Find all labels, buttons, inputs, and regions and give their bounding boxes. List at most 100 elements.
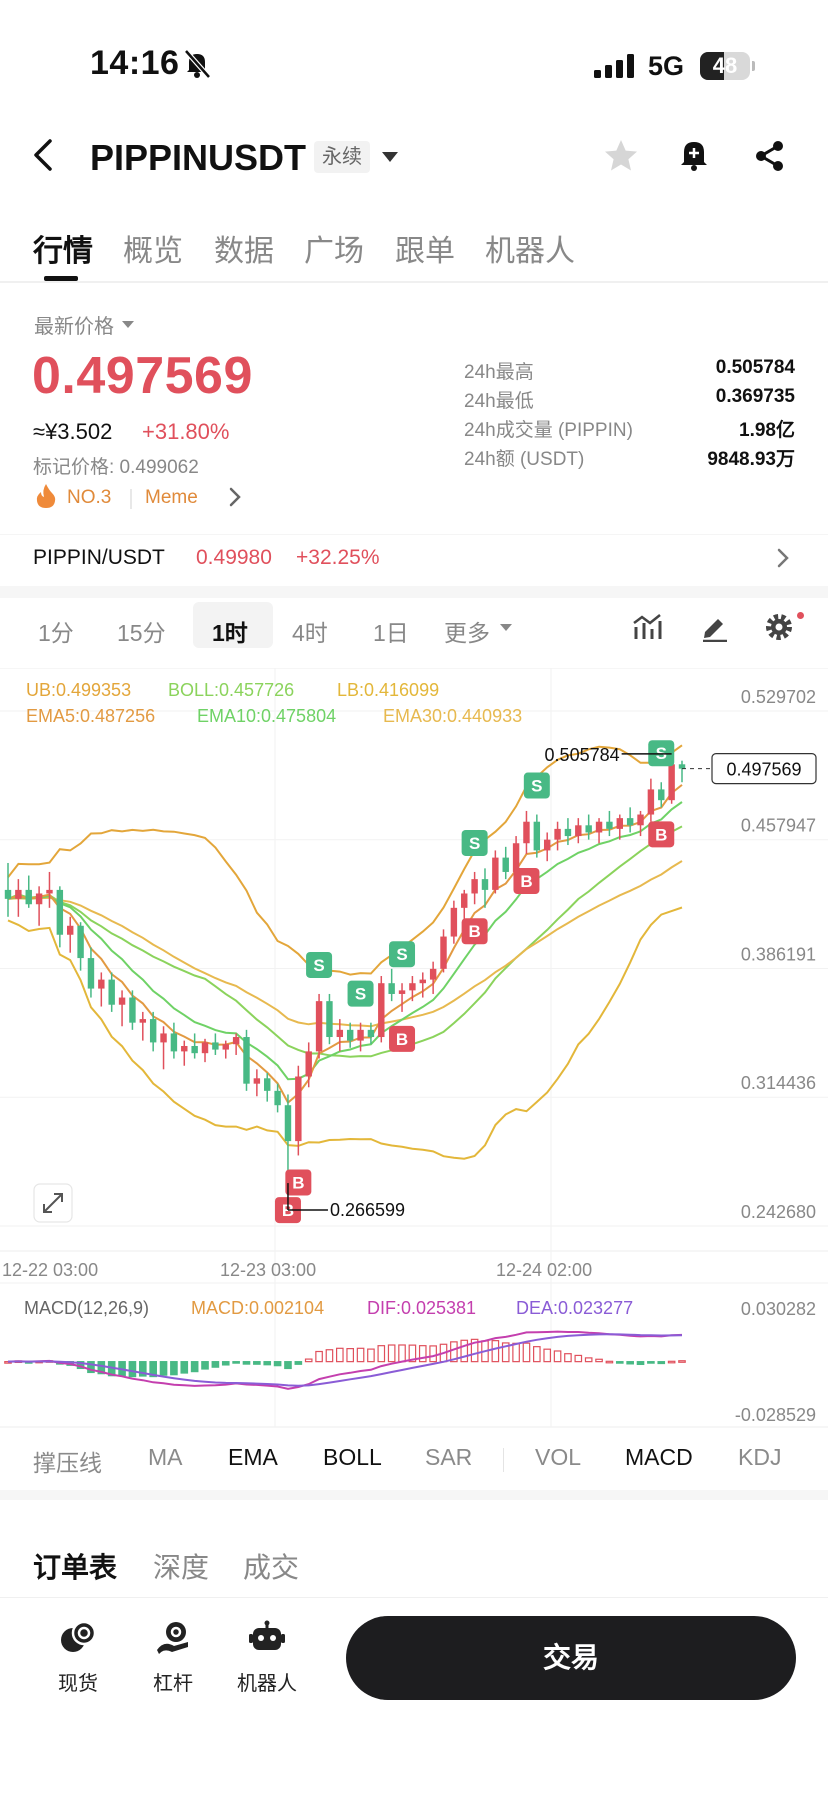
legend-lb: LB:0.416099 [337,680,439,700]
contract-type-badge[interactable]: 永续 [314,141,370,173]
buy-signal-label: B [520,872,532,891]
tab-market[interactable]: 行情 [33,235,93,268]
favorite-star-icon[interactable] [603,138,639,179]
macd-histogram-bar [304,1358,313,1363]
rank-separator [130,489,132,509]
trade-button[interactable]: 交易 [346,1616,796,1700]
stat-label-turnover: 24h额 (USDT) [464,449,585,470]
candle-body [450,907,458,937]
category-tag[interactable]: Meme [145,487,198,508]
macd-histogram-bar [533,1346,541,1363]
gear-icon[interactable] [764,612,794,647]
interval-more[interactable]: 更多 [444,620,490,646]
interval-4h[interactable]: 4时 [292,620,328,646]
macd-histogram-bar [574,1354,583,1363]
rank-badge[interactable]: NO.3 [67,487,112,508]
macd-histogram-bar [253,1361,261,1365]
price-type-caret-icon[interactable] [122,321,134,328]
legend-ema30: EMA30:0.440933 [383,706,522,726]
indicator-tab-support-resistance[interactable]: 撑压线 [33,1450,102,1476]
chevron-right-icon[interactable] [776,547,790,574]
candle-body [388,983,395,994]
indicator-tab-bar: 撑压线 MA EMA BOLL SAR VOL MACD KDJ [0,1428,828,1490]
kline-chart[interactable]: BBSSBSSBBSSB0.5057840.2665990.4975690.52… [0,668,828,1428]
interval-1m[interactable]: 1分 [38,620,74,646]
indicator-tab-kdj[interactable]: KDJ [738,1444,782,1470]
tab-data[interactable]: 数据 [214,235,274,268]
pair-row-top-divider [0,534,828,535]
stat-label-low: 24h最低 [464,391,534,412]
indicator-chart-icon[interactable] [632,613,662,646]
indicator-tab-macd[interactable]: MACD [625,1444,693,1470]
sell-signal-label: S [531,777,542,796]
macd-histogram-bar [315,1350,323,1363]
tab-copy-trading[interactable]: 跟单 [395,235,455,268]
candle-body [502,857,509,872]
candle-body [181,1045,188,1052]
tab-overview[interactable]: 概览 [123,235,183,268]
macd-histogram-bar [97,1361,106,1375]
sell-signal-marker [389,941,416,968]
tab-trades[interactable]: 成交 [243,1552,300,1583]
buy-signal-label: B [396,1030,408,1049]
candle-body [429,968,437,980]
macd-histogram-bar [636,1361,645,1366]
interval-1d[interactable]: 1日 [373,620,409,646]
macd-histogram-bar [418,1345,427,1363]
y-axis-tick-label: 0.314436 [741,1073,816,1093]
tab-square[interactable]: 广场 [304,235,364,268]
share-icon[interactable] [752,139,786,178]
y-axis-tick-label: 0.529702 [741,687,816,707]
indicator-tab-ma[interactable]: MA [148,1444,183,1470]
boll-lower-line [7,906,683,1160]
tab-bots[interactable]: 机器人 [485,235,575,268]
battery-icon: 48 [700,52,750,80]
spot-pair-name[interactable]: PIPPIN/USDT [33,546,165,569]
chevron-right-icon[interactable] [228,486,242,513]
candle-body [232,1037,240,1045]
symbol-title[interactable]: PIPPINUSDT [90,137,307,178]
interval-15m[interactable]: 15分 [117,620,166,646]
candle-body [56,889,64,935]
y-axis-tick-label: 0.457947 [741,816,816,836]
buy-signal-label: B [292,1173,304,1192]
indicator-tab-boll[interactable]: BOLL [323,1444,382,1470]
bot-shortcut[interactable]: 机器人 [227,1620,307,1696]
back-arrow-icon[interactable] [30,138,60,177]
last-price-label[interactable]: 最新价格 [34,316,114,338]
macd-dea-line [7,1333,683,1387]
candle-body [212,1042,219,1050]
indicator-tab-vol[interactable]: VOL [535,1444,582,1470]
candle-body [616,818,623,829]
macd-histogram-bar [647,1361,655,1364]
tab-depth[interactable]: 深度 [153,1552,210,1583]
macd-histogram-bar [584,1357,593,1363]
macd-histogram-bar [232,1361,240,1364]
symbol-dropdown-caret-icon[interactable] [382,152,398,162]
macd-histogram-bar [595,1358,603,1363]
spot-shortcut[interactable]: 现货 [38,1620,118,1696]
interval-1h[interactable]: 1时 [212,620,248,646]
candle-body [139,1019,147,1023]
buy-signal-label: B [468,922,480,941]
boll-upper-line [7,744,683,976]
candle-body [678,764,686,769]
legend-ema5: EMA5:0.487256 [26,706,155,726]
macd-histogram-bar [336,1347,344,1363]
indicator-separator [503,1448,504,1472]
stat-value-high: 0.505784 [715,357,795,378]
candle-body [201,1042,209,1054]
macd-histogram-bar [138,1361,147,1377]
tab-order-book[interactable]: 订单表 [33,1552,118,1583]
more-caret-icon[interactable] [500,624,512,631]
sell-signal-marker [461,829,488,856]
drawing-pen-icon[interactable] [699,612,729,647]
kline-chart-svg[interactable]: BBSSBSSBBSSB0.5057840.2665990.4975690.52… [0,668,828,1428]
price-alert-bell-icon[interactable] [677,136,711,177]
indicator-tab-sar[interactable]: SAR [425,1444,473,1470]
macd-histogram-bar [460,1339,469,1363]
leverage-shortcut[interactable]: 杠杆 [133,1620,213,1696]
sell-signal-label: S [313,956,324,975]
indicator-tab-ema[interactable]: EMA [228,1444,278,1470]
macd-histogram-bar [201,1361,209,1370]
